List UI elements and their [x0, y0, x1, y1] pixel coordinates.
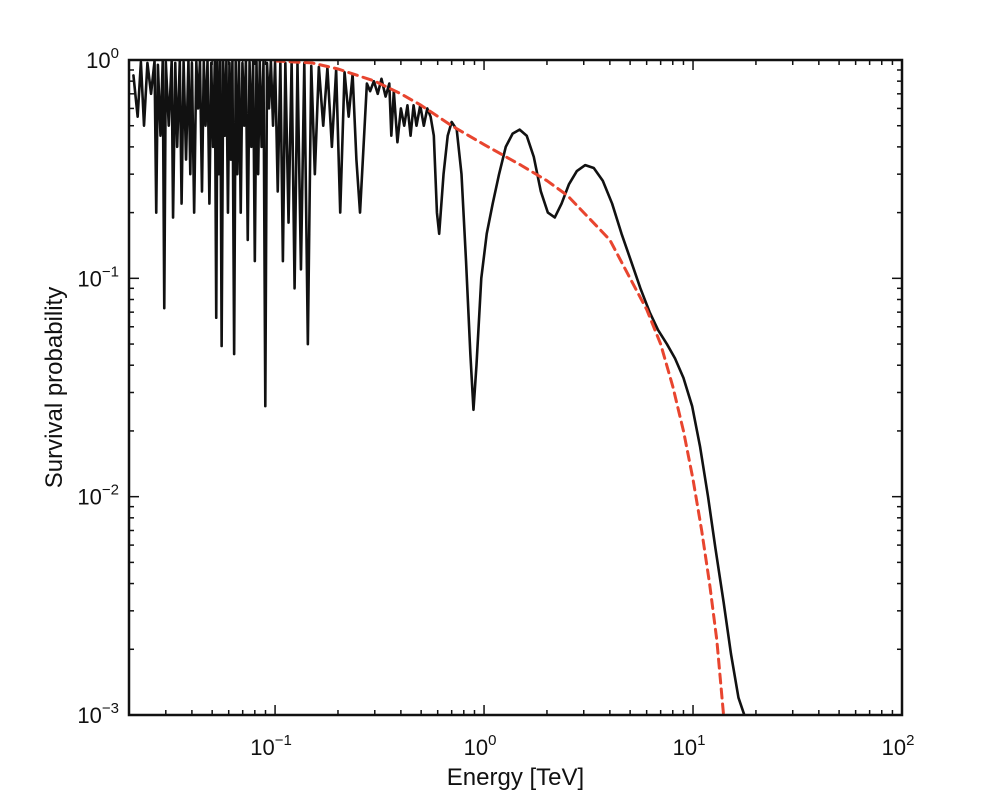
x-axis-title: Energy [TeV]	[447, 764, 584, 791]
x-tick-label: 101	[673, 732, 706, 760]
x-tick-label: 10−1	[250, 732, 292, 760]
tick-layer: 10−1 100 101 102 10−3 10−2 10−1 100	[77, 45, 914, 760]
series-layer	[132, 60, 746, 715]
y-tick-label: 10−1	[77, 263, 119, 291]
y-tick-label: 100	[86, 45, 119, 73]
series-line-dashed-red	[273, 60, 726, 715]
plot-frame	[127, 58, 904, 717]
x-tick-label: 100	[464, 732, 497, 760]
y-tick-label: 10−2	[77, 482, 119, 510]
x-tick-label: 102	[882, 732, 915, 760]
y-tick-label: 10−3	[77, 700, 119, 728]
y-axis-title: Survival probability	[41, 287, 68, 488]
series-line-solid-black	[132, 60, 746, 715]
